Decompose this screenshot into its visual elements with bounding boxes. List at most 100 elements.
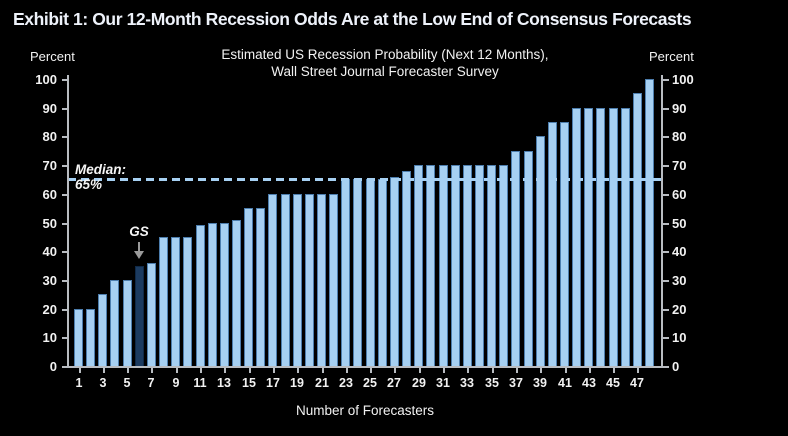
ytick-label-right: 60 <box>672 187 687 202</box>
ytick-right <box>663 337 669 339</box>
bar-1 <box>74 309 83 366</box>
gs-arrow-head-icon <box>134 251 144 259</box>
xtick <box>467 368 469 373</box>
ytick-label-right: 40 <box>672 244 687 259</box>
ytick-left <box>62 251 68 253</box>
ytick-label-right: 100 <box>672 72 694 87</box>
xtick-label: 21 <box>315 376 329 390</box>
xtick <box>127 368 129 373</box>
bar-11 <box>196 225 205 366</box>
ytick-label-left: 80 <box>42 129 57 144</box>
ytick-left <box>62 136 68 138</box>
ytick-label-right: 80 <box>672 129 687 144</box>
bar-7 <box>147 263 156 366</box>
bar-5 <box>123 280 132 366</box>
ytick-label-right: 70 <box>672 158 687 173</box>
xtick <box>419 368 421 373</box>
median-line <box>68 178 662 181</box>
bar-highlighted-gs <box>135 266 144 366</box>
xtick-label: 35 <box>485 376 499 390</box>
bar-35 <box>487 165 496 366</box>
xtick <box>443 368 445 373</box>
ytick-label-right: 90 <box>672 101 687 116</box>
xtick-label: 7 <box>147 376 155 390</box>
median-label: Median: 65% <box>75 162 127 192</box>
bar-14 <box>232 220 241 366</box>
ytick-label-right: 0 <box>672 359 680 374</box>
bar-23 <box>341 179 350 366</box>
ytick-label-left: 90 <box>42 101 57 116</box>
xtick <box>346 368 348 373</box>
bar-12 <box>208 223 217 366</box>
xtick <box>516 368 518 373</box>
bar-30 <box>426 165 435 366</box>
xtick-label: 29 <box>412 376 426 390</box>
ytick-right <box>663 108 669 110</box>
xtick-label: 3 <box>99 376 107 390</box>
ytick-left <box>62 194 68 196</box>
xtick-label: 33 <box>460 376 474 390</box>
chart-title-line2: Wall Street Journal Forecaster Survey <box>271 64 499 79</box>
xtick-label: 11 <box>193 376 207 390</box>
xtick-label: 5 <box>123 376 131 390</box>
ytick-right <box>663 280 669 282</box>
bar-25 <box>366 179 375 366</box>
ytick-label-left: 20 <box>42 302 57 317</box>
xtick-label: 19 <box>290 376 304 390</box>
bar-34 <box>475 165 484 366</box>
gs-annotation-label: GS <box>129 224 149 239</box>
xtick <box>151 368 153 373</box>
bar-48 <box>645 79 654 366</box>
ytick-left <box>62 337 68 339</box>
ytick-right <box>663 136 669 138</box>
xtick <box>273 368 275 373</box>
exhibit-title: Exhibit 1: Our 12-Month Recession Odds A… <box>13 9 692 29</box>
chart-title-line1: Estimated US Recession Probability (Next… <box>221 47 549 62</box>
xtick-label: 27 <box>387 376 401 390</box>
xtick-label: 1 <box>75 376 83 390</box>
xtick <box>103 368 105 373</box>
ytick-right <box>663 194 669 196</box>
ytick-right <box>663 165 669 167</box>
bar-13 <box>220 223 229 366</box>
xtick-label: 9 <box>172 376 180 390</box>
xaxis-line <box>67 366 663 368</box>
xtick-label: 43 <box>582 376 596 390</box>
bar-22 <box>329 194 338 366</box>
xtick <box>79 368 81 373</box>
xtick-label: 17 <box>266 376 280 390</box>
ytick-left <box>62 79 68 81</box>
xtick-label: 31 <box>436 376 450 390</box>
ytick-label-right: 10 <box>672 330 687 345</box>
xtick-label: 39 <box>533 376 547 390</box>
bar-43 <box>584 108 593 366</box>
xtick <box>249 368 251 373</box>
xtick-label: 23 <box>339 376 353 390</box>
xtick <box>540 368 542 373</box>
xtick <box>613 368 615 373</box>
ytick-label-left: 30 <box>42 273 57 288</box>
gs-arrow-stem <box>138 242 140 251</box>
bar-3 <box>98 294 107 366</box>
ytick-left <box>62 366 68 368</box>
bar-18 <box>281 194 290 366</box>
yaxis-unit-right: Percent <box>649 49 694 64</box>
xtick-label: 15 <box>242 376 256 390</box>
xaxis-title: Number of Forecasters <box>295 403 435 418</box>
xtick <box>224 368 226 373</box>
ytick-label-right: 30 <box>672 273 687 288</box>
xtick <box>565 368 567 373</box>
bar-16 <box>256 208 265 366</box>
bar-33 <box>463 165 472 366</box>
bar-32 <box>451 165 460 366</box>
bar-46 <box>621 108 630 366</box>
ytick-label-left: 100 <box>35 72 57 87</box>
bar-44 <box>596 108 605 366</box>
ytick-right <box>663 309 669 311</box>
ytick-label-left: 70 <box>42 158 57 173</box>
xtick <box>200 368 202 373</box>
xtick <box>589 368 591 373</box>
yaxis-line-right <box>661 75 663 368</box>
xtick-label: 13 <box>217 376 231 390</box>
